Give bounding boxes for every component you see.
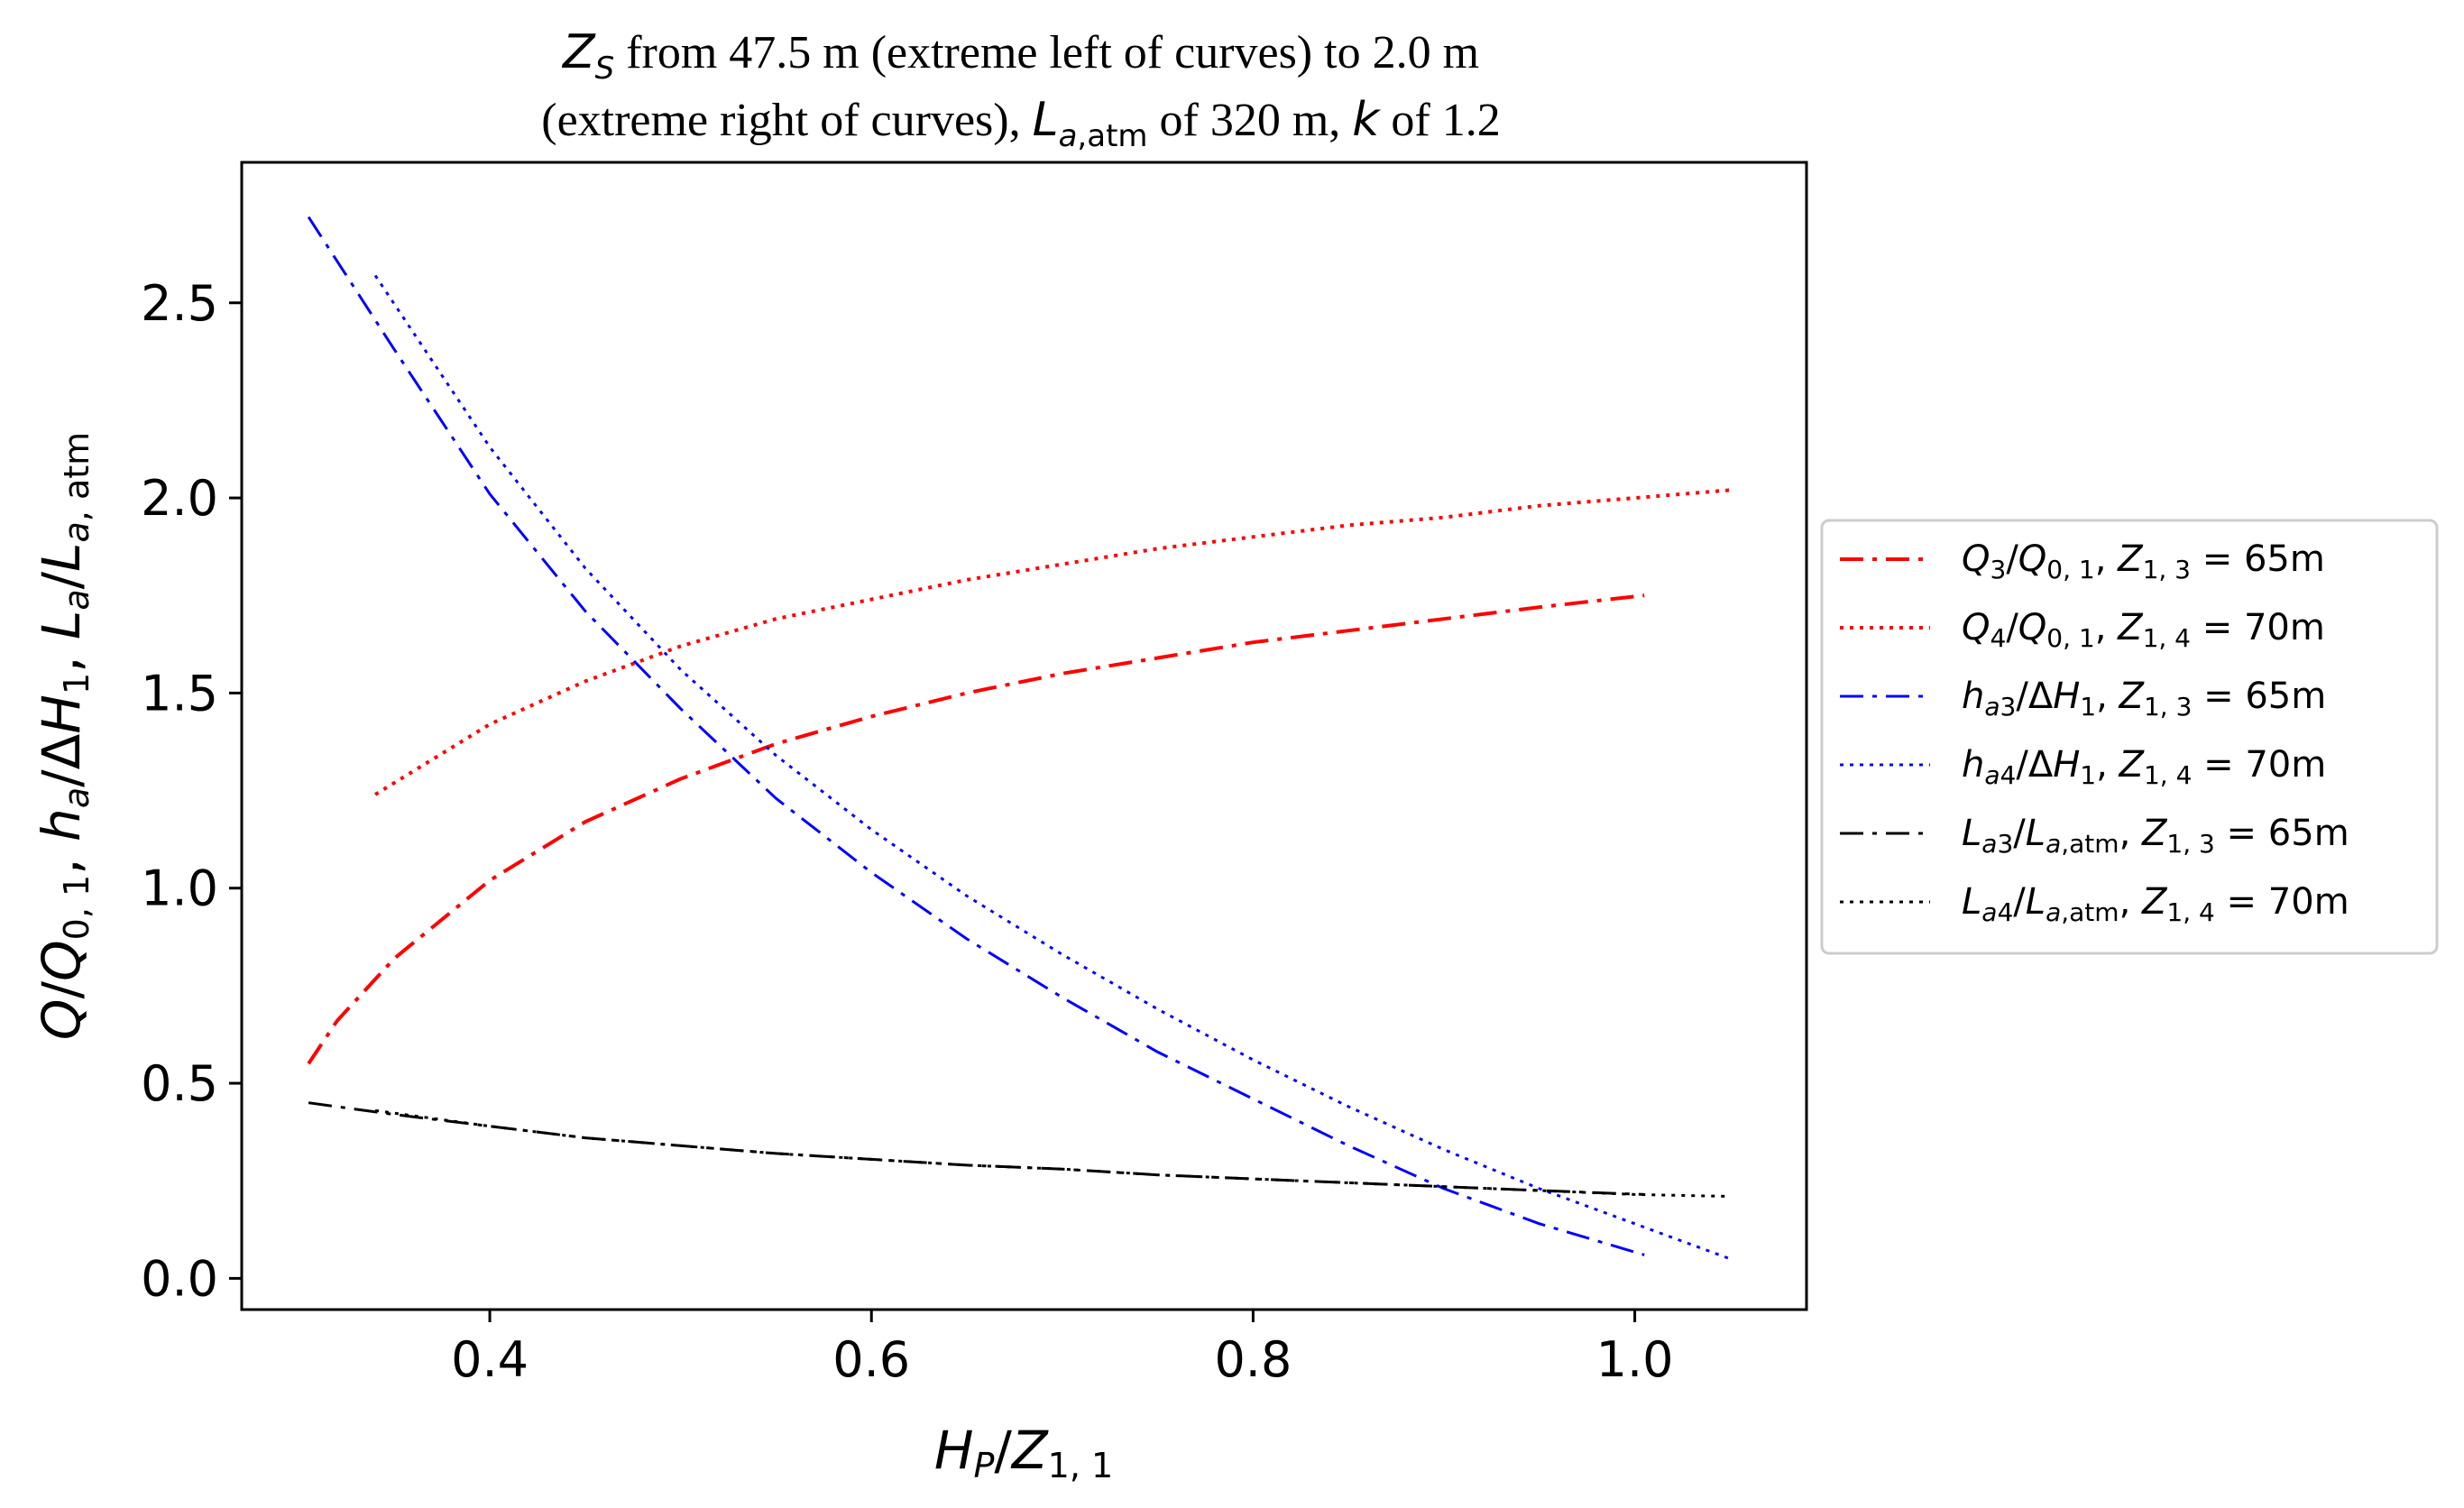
y-tick-label: 0.5 bbox=[141, 1055, 218, 1112]
chart-title: ZS from 47.5 m (extreme left of curves) … bbox=[541, 25, 1500, 154]
legend-label-1: Q3/Q0, 1, Z1, 3 = 65m bbox=[1962, 538, 2325, 584]
svg-text:Q/Q0, 1, ha/ΔH1, La/La, atm: Q/Q0, 1, ha/ΔH1, La/La, atm bbox=[31, 432, 97, 1040]
series-line-3 bbox=[307, 216, 1645, 1256]
legend-label-2: Q4/Q0, 1, Z1, 4 = 70m bbox=[1962, 607, 2325, 653]
chart-title-line1: ZS from 47.5 m (extreme left of curves) … bbox=[561, 25, 1479, 87]
y-tick-label: 1.5 bbox=[141, 665, 218, 722]
y-tick-label: 2.5 bbox=[141, 275, 218, 332]
x-axis-ticks: 0.4 0.6 0.8 1.0 bbox=[451, 1310, 1674, 1388]
legend-label-4: ha4/ΔH1, Z1, 4 = 70m bbox=[1962, 744, 2326, 790]
legend-label-3: ha3/ΔH1, Z1, 3 = 65m bbox=[1962, 676, 2326, 722]
series-line-6 bbox=[374, 1108, 1731, 1198]
x-tick-label: 0.6 bbox=[832, 1331, 910, 1388]
legend-label-5: La3/La,atm, Z1, 3 = 65m bbox=[1962, 813, 2349, 859]
legend: Q3/Q0, 1, Z1, 3 = 65m Q4/Q0, 1, Z1, 4 = … bbox=[1820, 519, 2439, 955]
x-tick-label: 0.4 bbox=[451, 1331, 529, 1388]
x-tick-label: 0.8 bbox=[1214, 1331, 1292, 1388]
series-line-1 bbox=[307, 593, 1645, 1065]
series-line-2 bbox=[374, 488, 1731, 796]
x-axis-label: HP/Z1, 1 bbox=[934, 1420, 1113, 1485]
y-axis-ticks: 0.0 0.5 1.0 1.5 2.0 2.5 bbox=[141, 275, 242, 1307]
legend-frame bbox=[1820, 519, 2439, 955]
x-tick-label: 1.0 bbox=[1596, 1331, 1674, 1388]
y-tick-label: 0.0 bbox=[141, 1250, 218, 1307]
y-axis-label: Q/Q0, 1, ha/ΔH1, La/La, atm bbox=[31, 432, 97, 1040]
y-tick-label: 2.0 bbox=[141, 470, 218, 527]
chart-title-line2: (extreme right of curves), La,atm of 320… bbox=[541, 93, 1500, 154]
series-line-5 bbox=[308, 1101, 1645, 1196]
plot-frame bbox=[240, 161, 1808, 1311]
legend-label-6: La4/La,atm, Z1, 4 = 70m bbox=[1962, 881, 2349, 927]
series-layer bbox=[307, 216, 1731, 1261]
y-tick-label: 1.0 bbox=[141, 860, 218, 917]
series-line-4 bbox=[373, 274, 1731, 1261]
